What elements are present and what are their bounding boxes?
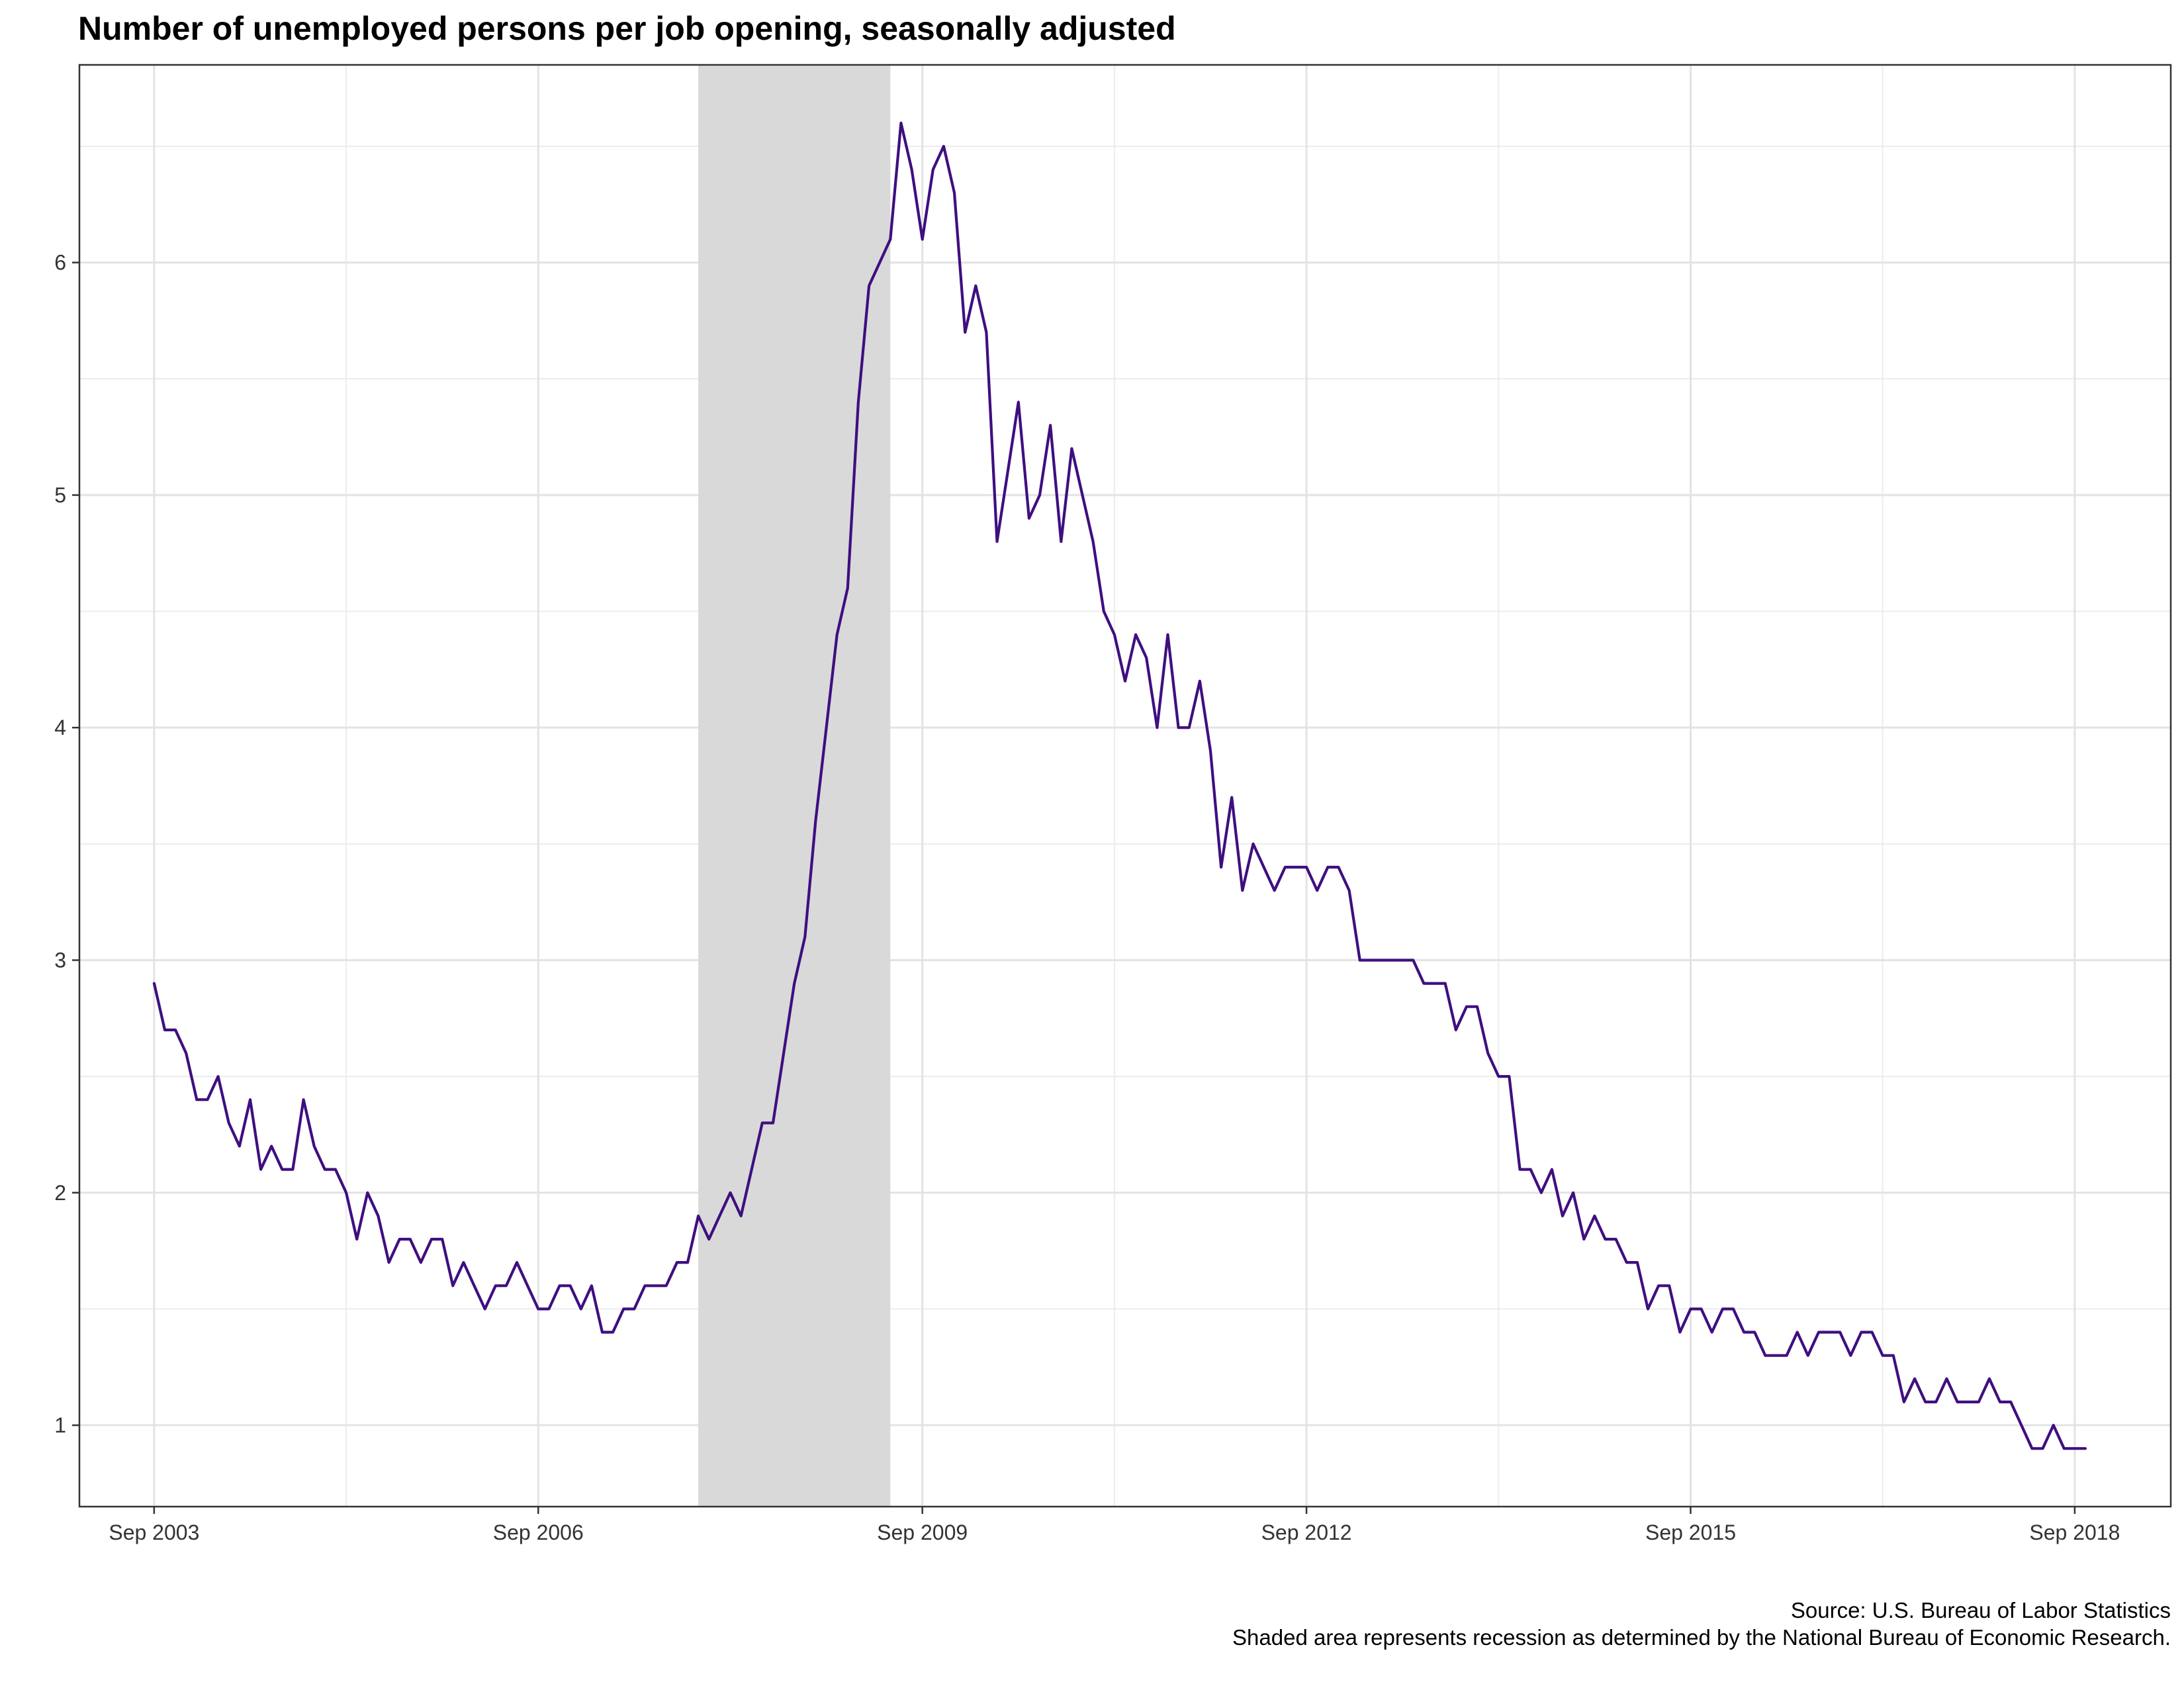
- x-tick-label: Sep 2009: [877, 1521, 968, 1544]
- x-tick-label: Sep 2003: [109, 1521, 199, 1544]
- recession-layer: [698, 65, 891, 1507]
- series-layer: [152, 121, 2087, 1450]
- recession-shade: [698, 65, 891, 1507]
- y-tick-label: 2: [54, 1181, 66, 1205]
- y-tick-label: 5: [54, 483, 66, 507]
- series-line-0: [152, 121, 2087, 1450]
- x-tick-label: Sep 2006: [493, 1521, 584, 1544]
- y-tick-label: 3: [54, 948, 66, 972]
- x-tick-label: Sep 2012: [1261, 1521, 1352, 1544]
- x-tick-label: Sep 2015: [1645, 1521, 1736, 1544]
- y-tick-label: 4: [54, 716, 66, 739]
- y-tick-label: 6: [54, 251, 66, 275]
- x-tick-label: Sep 2018: [2029, 1521, 2120, 1544]
- chart-title: Number of unemployed persons per job ope…: [78, 10, 1176, 47]
- plot-panel-border: [78, 64, 2172, 1508]
- chart-caption: Source: U.S. Bureau of Labor Statistics …: [1232, 1597, 2171, 1651]
- major-gridlines: [79, 65, 2171, 1507]
- recession-note: Shaded area represents recession as dete…: [1232, 1625, 2171, 1650]
- source-note: Source: U.S. Bureau of Labor Statistics: [1790, 1598, 2171, 1622]
- y-tick-label: 1: [54, 1413, 66, 1437]
- plot-panel-background: [79, 65, 2171, 1507]
- axes: 1 2 3 4 5 6 Sep 2003 Sep 2006 Sep 2009 Sep 2012 Se…: [54, 251, 2120, 1544]
